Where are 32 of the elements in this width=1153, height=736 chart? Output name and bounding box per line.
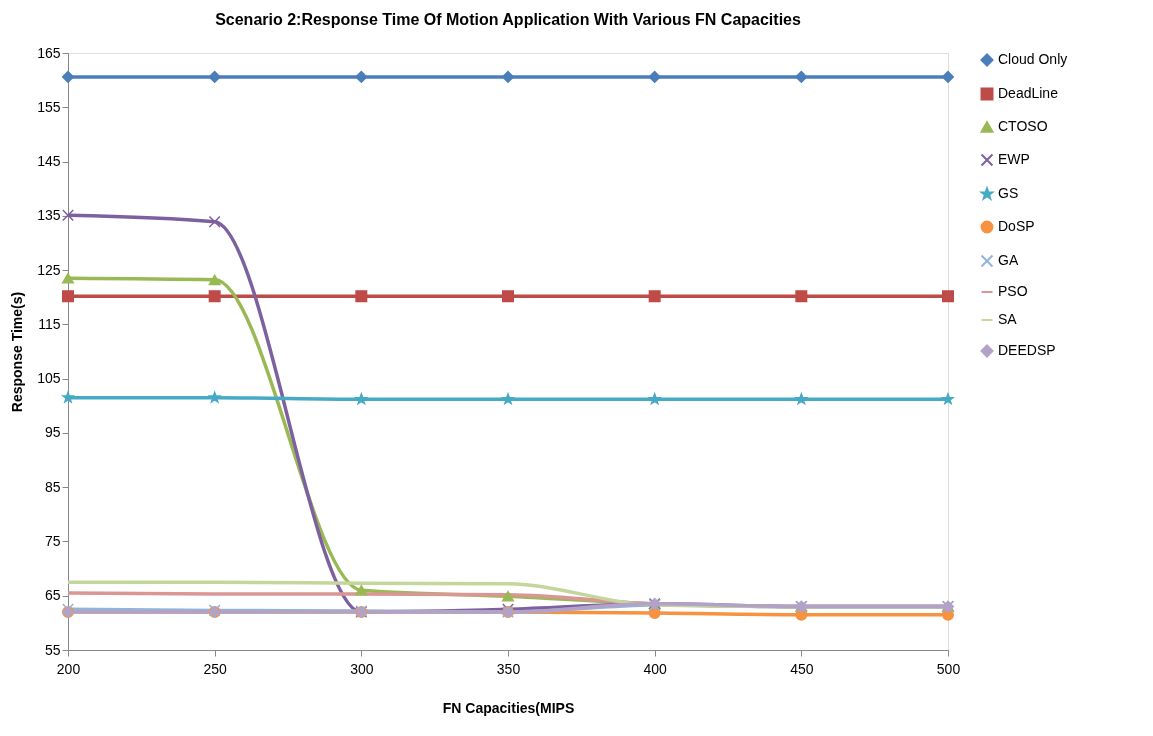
y-tick-label: 55 [44, 641, 61, 658]
y-tick-label: 125 [37, 261, 61, 278]
y-tick-label: 105 [37, 370, 61, 387]
y-tick-label: 85 [44, 478, 61, 495]
legend-label: CTOSO [998, 118, 1048, 134]
x-tick-label: 350 [496, 660, 521, 677]
x-tick-label: 400 [643, 660, 668, 677]
y-tick-label: 165 [37, 44, 61, 61]
legend-label: PSO [998, 283, 1028, 299]
y-tick-label: 135 [37, 207, 61, 224]
chart-title: Scenario 2:Response Time Of Motion Application With Various FN Capacities [215, 11, 801, 28]
y-tick-label: 155 [37, 98, 61, 115]
legend-label: GS [998, 185, 1019, 201]
legend-label: GA [998, 252, 1019, 268]
x-tick-label: 250 [203, 660, 228, 677]
legend-label: DEEDSP [998, 342, 1056, 358]
x-tick-label: 500 [936, 660, 961, 677]
legend-label: EWP [998, 151, 1030, 167]
legend-label: Cloud Only [998, 51, 1068, 67]
legend-label: DeadLine [998, 85, 1059, 101]
y-axis-title: Response Time(s) [9, 291, 26, 413]
x-tick-label: 300 [350, 660, 374, 677]
x-tick-label: 450 [790, 660, 814, 677]
y-tick-label: 65 [44, 587, 61, 604]
y-tick-label: 145 [37, 153, 61, 170]
y-tick-label: 75 [44, 532, 61, 549]
x-axis-title: FN Capacities(MIPS [442, 699, 575, 716]
y-tick-label: 95 [44, 424, 61, 441]
legend-label: SA [998, 311, 1018, 327]
y-tick-label: 115 [38, 315, 61, 332]
x-tick-label: 200 [56, 660, 81, 677]
legend-label: DoSP [998, 218, 1035, 234]
